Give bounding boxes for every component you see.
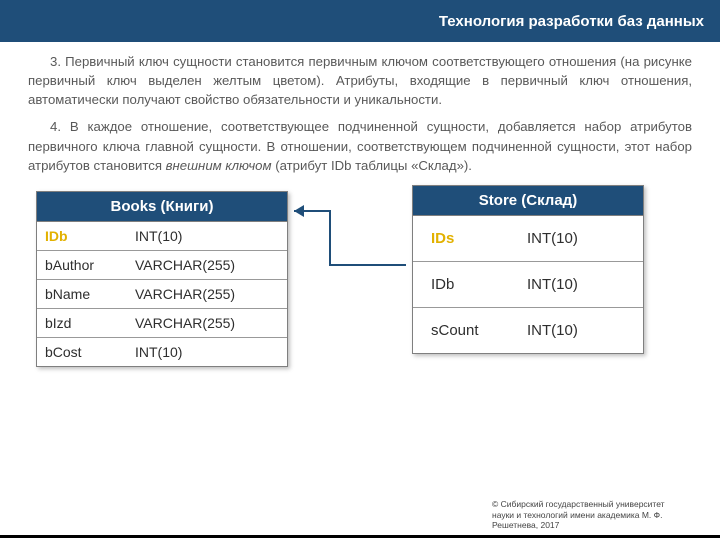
table-row: bNameVARCHAR(255) [37,279,287,308]
column-type: INT(10) [127,222,287,250]
table-books-header: Books (Книги) [37,192,287,222]
paragraph-1: 3. Первичный ключ сущности становится пе… [28,52,692,109]
column-name: IDb [423,270,519,299]
table-row: IDbINT(10) [413,261,643,307]
column-name: IDb [37,222,127,250]
column-type: VARCHAR(255) [127,309,287,337]
paragraph-2: 4. В каждое отношение, соответствующее п… [28,117,692,174]
paragraph-2b: (атрибут IDb таблицы «Склад»). [272,158,472,173]
column-type: INT(10) [519,270,633,299]
table-store: Store (Склад) IDsINT(10)IDbINT(10)sCount… [412,185,644,354]
table-store-header: Store (Склад) [413,186,643,216]
column-name: sCount [423,316,519,345]
content: 3. Первичный ключ сущности становится пе… [0,42,720,175]
table-row: bIzdVARCHAR(255) [37,308,287,337]
table-row: IDbINT(10) [37,222,287,250]
column-name: bCost [37,338,127,366]
table-row: bAuthorVARCHAR(255) [37,250,287,279]
table-row: sCountINT(10) [413,307,643,353]
page-header: Технология разработки баз данных [0,0,720,42]
bottom-rule [0,535,720,538]
footer-line-1: © Сибирский государственный университет [492,499,702,509]
table-row: bCostINT(10) [37,337,287,366]
column-name: bAuthor [37,251,127,279]
column-type: INT(10) [519,316,633,345]
column-name: bIzd [37,309,127,337]
column-type: INT(10) [127,338,287,366]
tables-row: Books (Книги) IDbINT(10)bAuthorVARCHAR(2… [0,183,720,367]
column-type: VARCHAR(255) [127,251,287,279]
table-row: IDsINT(10) [413,216,643,261]
footer-line-2: науки и технологий имени академика М. Ф. [492,510,702,520]
fk-arrow [288,187,412,297]
footer-copyright: © Сибирский государственный университет … [492,499,702,530]
header-title: Технология разработки баз данных [439,13,704,30]
column-name: IDs [423,224,519,253]
paragraph-2-em: внешним ключом [166,158,272,173]
column-type: INT(10) [519,224,633,253]
column-name: bName [37,280,127,308]
footer-line-3: Решетнева, 2017 [492,520,702,530]
table-books-body: IDbINT(10)bAuthorVARCHAR(255)bNameVARCHA… [37,222,287,366]
table-books: Books (Книги) IDbINT(10)bAuthorVARCHAR(2… [36,191,288,367]
table-store-body: IDsINT(10)IDbINT(10)sCountINT(10) [413,216,643,353]
column-type: VARCHAR(255) [127,280,287,308]
